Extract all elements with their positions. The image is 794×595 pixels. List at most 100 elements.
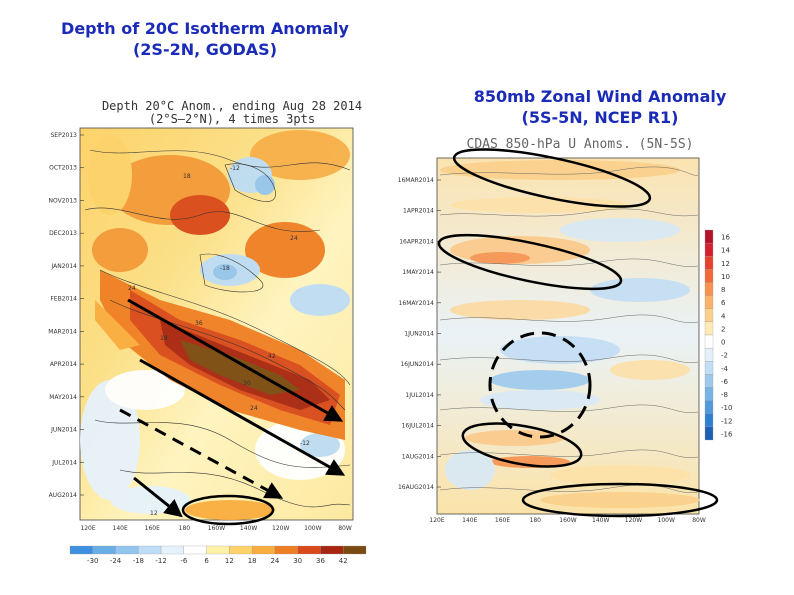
right-colorbar-swatch [704, 242, 714, 257]
right-colorbar-swatch [704, 334, 714, 349]
left-colorbar-tick: 6 [204, 557, 209, 565]
aug-2014-warm-ellipse [181, 494, 275, 526]
right-colorbar-swatch [704, 321, 714, 336]
right-colorbar-tick: -16 [721, 430, 733, 438]
right-colorbar-tick: -4 [721, 365, 729, 373]
left-slide-title: Depth of 20C Isotherm Anomaly (2S-2N, GO… [40, 18, 370, 60]
left-x-tick-label: 180 [179, 525, 191, 532]
right-colorbar-tick: 14 [721, 247, 730, 255]
right-colorbar: 16 14 12 10 8 6 4 2 0 -2 -4 -6 -8 -10 -12 -16 [704, 229, 733, 441]
contour-label: 24 [290, 235, 298, 242]
right-colorbar-tick: 0 [721, 339, 725, 347]
right-title-line2: (5S-5N, NCEP R1) [521, 108, 679, 127]
left-y-tick-label: MAY2014 [49, 394, 77, 401]
left-plot-title-line2: (2°S—2°N), 4 times 3pts [148, 112, 316, 126]
left-y-tick-label: JUL2014 [51, 459, 77, 466]
right-y-tick-label: 1MAY2014 [402, 269, 434, 276]
left-y-tick-label: NOV2013 [49, 197, 78, 204]
left-plot-title-line1: Depth 20°C Anom., ending Aug 28 2014 [101, 99, 363, 113]
contour-label: 30 [243, 380, 251, 387]
left-colorbar-tick: -18 [133, 557, 144, 565]
right-y-tick-label: 16AUG2014 [398, 484, 434, 491]
right-colorbar-swatch [704, 282, 714, 296]
right-y-tick-label: 16MAR2014 [398, 177, 435, 184]
right-title-line1: 850mb Zonal Wind Anomaly [473, 87, 727, 106]
contour-label: 42 [268, 353, 276, 360]
right-colorbar-swatch [704, 413, 714, 428]
contour-label: 12 [150, 510, 158, 517]
left-y-tick-label: MAR2014 [48, 328, 77, 335]
right-colorbar-tick: -10 [721, 404, 732, 412]
left-x-tick-label: 100W [304, 525, 321, 532]
right-plot-title: CDAS 850-hPa U Anoms. (5N-5S) [466, 137, 694, 152]
left-colorbar-swatch [160, 545, 184, 555]
right-colorbar-tick: -8 [721, 391, 728, 399]
right-colorbar-tick: 2 [721, 325, 725, 333]
contour-label: 18 [160, 335, 168, 342]
left-y-tick-label: AUG2014 [49, 492, 78, 499]
right-colorbar-swatch [704, 229, 714, 244]
right-x-tick-label: 100W [658, 517, 675, 524]
right-colorbar-swatch [704, 308, 714, 323]
right-colorbar-swatch [704, 256, 714, 270]
left-x-tick-label: 140E [113, 525, 128, 532]
contour-label: -12 [300, 440, 310, 447]
right-y-tick-label: 16JUL2014 [402, 423, 435, 430]
left-x-axis: 120E 140E 160E 180 160W 140W 120W 100W 80W [80, 525, 351, 532]
left-plot-title: Depth 20°C Anom., ending Aug 28 2014 (2°… [82, 100, 382, 126]
left-contour-labels: 18 24 24 36 42 30 24 18 -12 -18 12 -12 [128, 165, 310, 517]
left-colorbar-swatch [115, 545, 139, 555]
right-colorbar-swatch [704, 387, 714, 401]
right-colorbar-swatch [704, 347, 714, 362]
right-x-tick-label: 120W [625, 517, 642, 524]
right-colorbar-tick: -2 [721, 352, 728, 360]
right-colorbar-tick: -12 [721, 417, 732, 425]
right-y-tick-label: 16APR2014 [399, 238, 434, 245]
right-colorbar-swatch [704, 361, 714, 375]
right-y-tick-label: 16JUN2014 [400, 361, 434, 368]
right-x-tick-label: 180 [530, 517, 542, 524]
right-colorbar-swatch [704, 426, 714, 441]
right-heatmap: 16MAR2014 1APR2014 16APR2014 1MAY2014 16MAY2… [398, 148, 733, 524]
left-colorbar-tick: -24 [110, 557, 122, 565]
westerly-jul-2014-ellipse [461, 422, 583, 468]
left-colorbar-swatch [252, 545, 276, 555]
right-y-axis: 16MAR2014 1APR2014 16APR2014 1MAY2014 16MAY2… [398, 177, 441, 491]
right-colorbar-tick: 10 [721, 273, 730, 281]
right-colorbar-tick: 16 [721, 234, 730, 242]
left-colorbar-tick: 30 [293, 557, 302, 565]
left-colorbar: -30 -24 -18 -12 -6 6 12 18 24 30 36 42 [69, 545, 367, 565]
left-y-tick-label: APR2014 [50, 361, 77, 368]
left-colorbar-swatch [183, 545, 207, 555]
right-x-tick-label: 140W [592, 517, 609, 524]
contour-label: -18 [220, 265, 230, 272]
right-anomaly-fields [440, 160, 700, 508]
right-x-tick-label: 80W [692, 517, 706, 524]
kelvin-wave-arrow-1 [127, 298, 344, 422]
wwb-apr-2014-ellipse [437, 233, 623, 291]
right-colorbar-swatch [704, 400, 714, 414]
right-y-tick-label: 16MAY2014 [399, 300, 435, 307]
right-colorbar-swatch [704, 295, 714, 309]
aug-2014-east-ellipse [521, 482, 719, 518]
right-colorbar-swatch [704, 374, 714, 388]
right-colorbar-swatch [704, 269, 714, 283]
left-colorbar-tick: 24 [270, 557, 279, 565]
contour-label: 24 [128, 285, 136, 292]
left-contours [84, 149, 351, 508]
left-x-tick-label: 160E [145, 525, 160, 532]
left-colorbar-swatch [138, 545, 162, 555]
right-colorbar-tick: 6 [721, 299, 726, 307]
right-colorbar-tick: -6 [721, 378, 729, 386]
kelvin-wave-arrow-2 [139, 358, 346, 476]
left-y-axis: SEP2013 OCT2013 NOV2013 DEC2013 JAN2014 FEB20… [48, 132, 84, 499]
right-y-tick-label: 1AUG2014 [402, 453, 434, 460]
left-colorbar-swatch [274, 545, 298, 555]
contour-label: 36 [195, 320, 203, 327]
left-colorbar-swatch [297, 545, 321, 555]
left-colorbar-tick: 36 [316, 557, 325, 565]
left-colorbar-tick: -12 [155, 557, 166, 565]
right-x-axis: 120E 140E 160E 180 160W 140W 120W 100W 80W [429, 517, 705, 524]
right-x-tick-label: 140E [462, 517, 477, 524]
